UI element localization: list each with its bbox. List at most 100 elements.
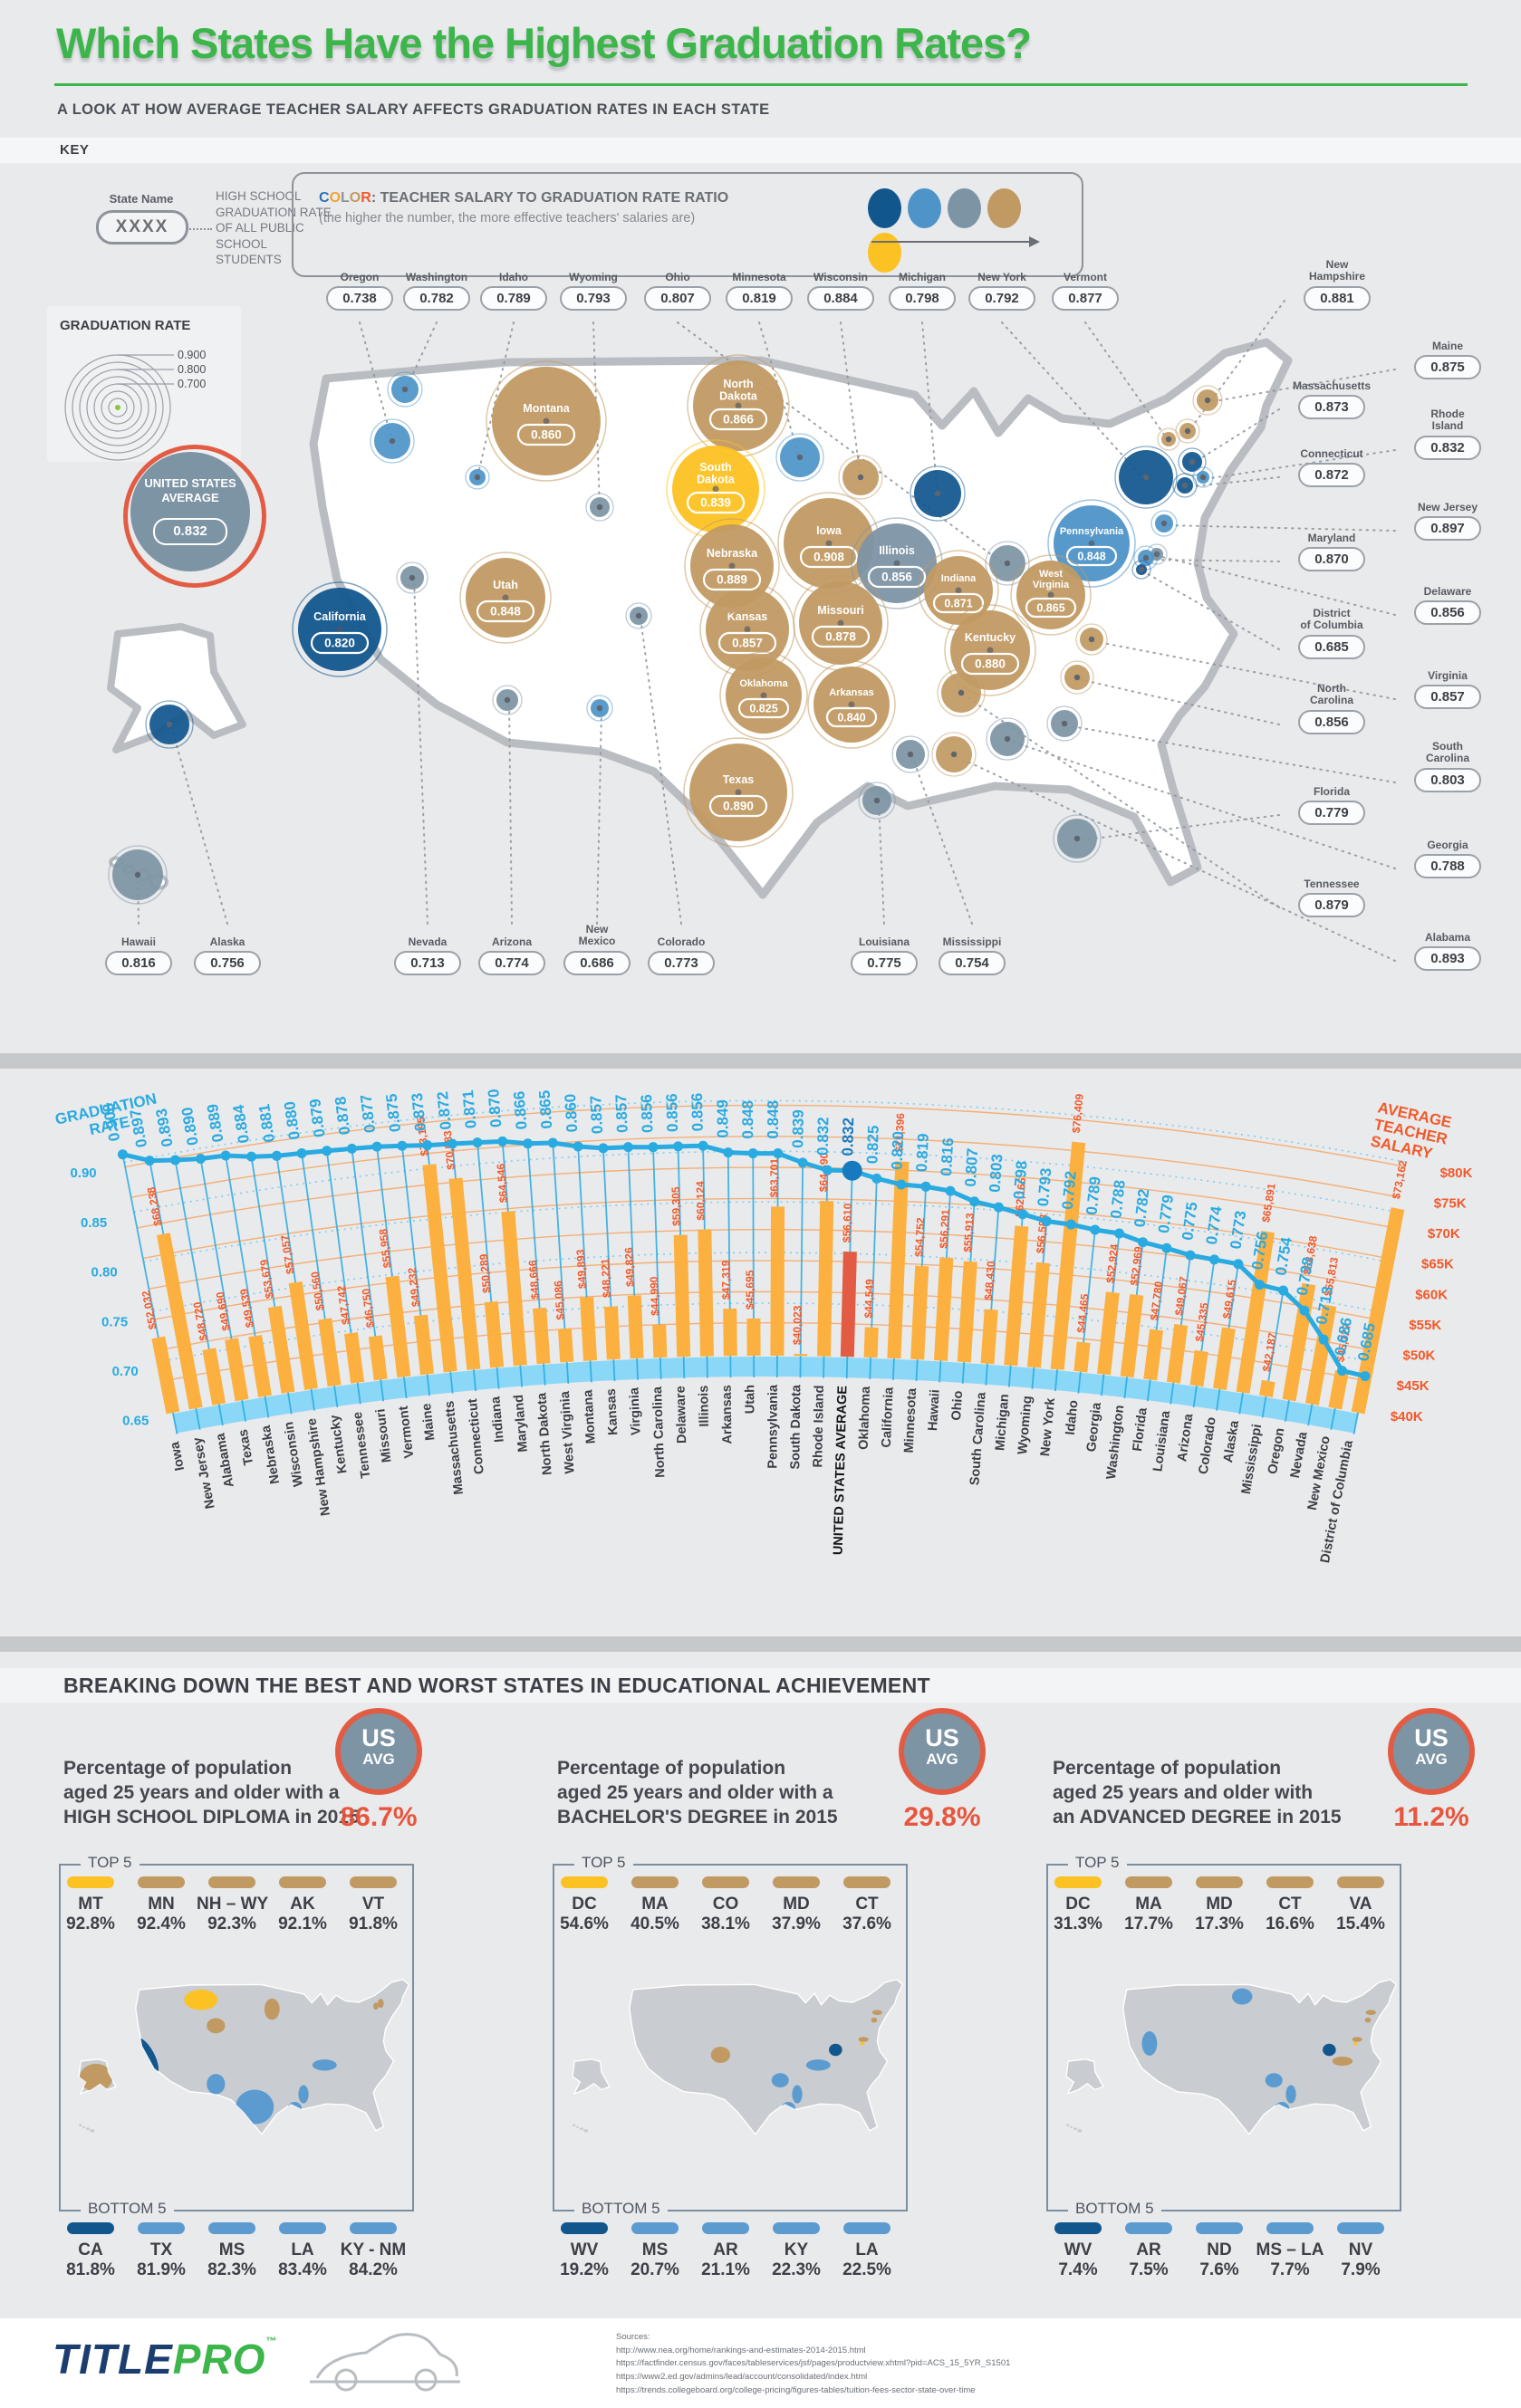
rank-abbr: MA (641, 1895, 669, 1914)
callout-value: 0.816 (105, 950, 172, 975)
rank-pill (1125, 1876, 1172, 1888)
ratio-color-scale (868, 188, 1049, 273)
rank-value: 37.6% (842, 1914, 891, 1933)
rate-label: 0.782 (1131, 1188, 1153, 1228)
salary-label: $47,742 (334, 1284, 352, 1325)
callout-connector (413, 579, 428, 925)
rate-gridline (133, 1150, 1398, 1214)
graduation-rate-legend: GRADUATION RATE 0.900 0.800 0.700 (47, 306, 241, 462)
callout-name: Michigan (898, 271, 946, 283)
salary-label: $55,913 (961, 1213, 977, 1253)
rate-label: 0.825 (863, 1125, 881, 1164)
callout-name: Washington (405, 271, 468, 283)
salary-bar (1050, 1141, 1086, 1370)
rank-bracket: BOTTOM 5 (59, 2200, 412, 2218)
rank-pill (279, 2222, 326, 2234)
state-label: UNITED STATES AVERAGE (832, 1386, 851, 1556)
bubble-name: Illinois (879, 544, 915, 557)
salary-bar (343, 1332, 365, 1384)
mini-map-2 (1065, 1979, 1398, 2135)
rank-item-CO: CO 38.1% (690, 1876, 761, 1934)
rank-value: 83.4% (278, 2260, 327, 2279)
state-label: Florida (1131, 1406, 1150, 1453)
state-label: Maine (419, 1403, 438, 1442)
panel-description: Percentage of population aged 25 years an… (63, 1758, 360, 1828)
panel-frame-line (412, 1864, 414, 2211)
state-label: New York (1038, 1396, 1058, 1457)
callout-South Carolina: South Carolina 0.803 (1389, 740, 1507, 792)
rate-point (1138, 1237, 1149, 1248)
salary-gridline (154, 1260, 1377, 1320)
bubble-name: Nebraska (707, 547, 758, 560)
salary-bar (385, 1275, 411, 1378)
callout-Massachusetts: Massachusetts 0.873 (1273, 379, 1391, 419)
rate-label: 0.890 (178, 1106, 202, 1146)
state-label: California (880, 1386, 897, 1447)
callout-connector (911, 755, 973, 925)
salary-bar (1236, 1231, 1276, 1394)
rank-value: 17.3% (1195, 1914, 1244, 1933)
callout-value: 0.807 (644, 286, 711, 312)
rank-pill (1196, 1876, 1243, 1888)
salary-label: $55,958 (377, 1228, 394, 1269)
rank-abbr: ND (1207, 2240, 1232, 2259)
callout-District of Columbia: District of Columbia 0.685 (1273, 607, 1391, 659)
callout-connector (137, 876, 140, 925)
callout-name: Ohio (665, 271, 690, 283)
highlight-WV (829, 2043, 842, 2057)
ratio-arrow-icon (871, 236, 1040, 247)
rank-pill (1337, 1876, 1384, 1888)
state-label: Utah (743, 1385, 757, 1414)
key-rate-description: HIGH SCHOOL GRADUATION RATE OF ALL PUBLI… (216, 189, 332, 267)
rank-value: 92.8% (66, 1914, 115, 1933)
rank-pill (1337, 2222, 1384, 2234)
bubble-value: 0.866 (723, 413, 754, 427)
rank-pill (1196, 2222, 1243, 2234)
salary-bar (980, 1309, 998, 1365)
rank-item-AR: AR 21.1% (690, 2222, 761, 2280)
highlight-NM (207, 2074, 226, 2095)
rate-point (346, 1143, 357, 1154)
rate-point (871, 1173, 882, 1184)
rank-item-CT: CT 16.6% (1255, 1876, 1325, 1934)
rate-line (121, 1138, 1366, 1379)
right-axis-tick: $55K (1409, 1318, 1441, 1333)
rank-abbr: TX (149, 2240, 173, 2259)
callout-connector (1001, 321, 1145, 480)
state-bubble-Kentucky: Kentucky 0.880 (944, 604, 1036, 696)
key-state-name-label: State Name (109, 192, 174, 206)
callout-value: 0.873 (1298, 394, 1365, 419)
callout-Minnesota: Minnesota 0.819 (700, 271, 818, 312)
us-average-bubble: UNITED STATES AVERAGE 0.832 (123, 445, 266, 588)
source-url: https://trends.collegeboard.org/college-… (616, 2384, 976, 2395)
rank-abbr: NH – WY (197, 1895, 269, 1914)
highlight-MS (298, 2085, 309, 2104)
panel-frame-line (59, 1864, 61, 2211)
ratio-dot-medblue (908, 188, 941, 228)
rate-point (220, 1150, 231, 1161)
rank-item-KY: KY 22.3% (761, 2222, 832, 2280)
state-label: Alabama (213, 1431, 237, 1488)
us-avg-value: 11.2% (1393, 1802, 1469, 1832)
highlight-MT (184, 1990, 218, 2010)
salary-label: $48,666 (526, 1260, 542, 1300)
bubble-name: Montana (523, 402, 570, 415)
rank-pill (208, 2222, 255, 2234)
state-label: Nebraska (259, 1424, 283, 1485)
salary-label: $62,166 (1013, 1177, 1028, 1218)
rank-abbr: MD (1206, 1895, 1233, 1914)
color-key-subtitle: (the higher the number, the more effecti… (319, 211, 696, 225)
rank-item-LA: LA 22.5% (832, 2222, 902, 2280)
rank-pill (631, 1876, 679, 1888)
salary-label: $40,023 (791, 1305, 804, 1345)
rank-item-MA: MA 17.7% (1113, 1876, 1184, 1934)
rank-item-MN: MN 92.4% (126, 1876, 197, 1934)
rate-point (1255, 1280, 1266, 1290)
callout-North Carolina: North Carolina 0.856 (1273, 682, 1391, 734)
salary-bar (957, 1261, 977, 1363)
bubble-value: 0.857 (732, 637, 763, 650)
highlight-KY (805, 2059, 831, 2071)
salary-bar (1166, 1324, 1189, 1384)
rank-value: 7.7% (1270, 2260, 1310, 2279)
rank-value: 7.6% (1199, 2260, 1239, 2279)
